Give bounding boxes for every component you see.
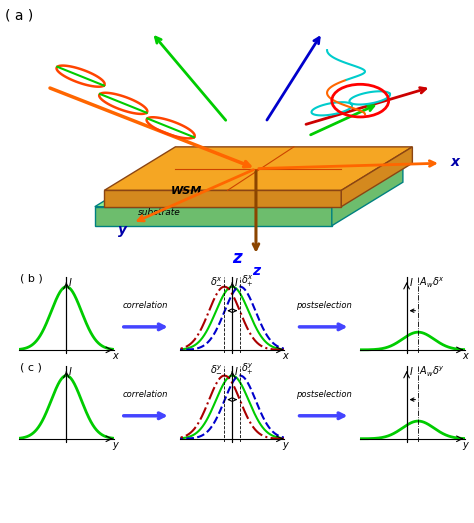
Text: postselection: postselection [296,301,351,311]
Text: $\delta_{+}^{y}$: $\delta_{+}^{y}$ [241,362,254,378]
Text: $A_w\delta^{x}$: $A_w\delta^{x}$ [419,276,445,290]
Polygon shape [104,147,412,190]
Text: y: y [118,223,128,237]
Text: y: y [462,440,468,450]
Text: ( c ): ( c ) [20,362,42,372]
Text: $I$: $I$ [68,365,73,377]
Text: x: x [462,351,468,361]
Text: $\delta_{+}^{x}$: $\delta_{+}^{x}$ [241,273,254,289]
Text: substrate: substrate [137,208,180,217]
Text: $I$: $I$ [409,365,413,377]
Text: z: z [232,248,242,267]
Text: WSM: WSM [171,187,202,197]
Text: $A_w\delta^{y}$: $A_w\delta^{y}$ [419,365,445,379]
Text: postselection: postselection [296,390,351,400]
Text: $I$: $I$ [68,276,73,288]
Text: x: x [112,351,118,361]
Text: $I$: $I$ [409,276,413,288]
Text: x: x [283,351,288,361]
Polygon shape [332,163,403,226]
Text: $I$: $I$ [234,276,239,288]
Text: ( a ): ( a ) [5,8,33,22]
Text: z: z [252,264,260,278]
Text: $I$: $I$ [234,365,239,377]
Text: correlation: correlation [123,301,168,311]
Polygon shape [95,163,403,207]
Polygon shape [104,190,341,207]
Text: ( b ): ( b ) [20,274,43,283]
Text: y: y [112,440,118,450]
Text: $\delta_{-}^{x}$: $\delta_{-}^{x}$ [210,275,223,287]
Text: correlation: correlation [123,390,168,400]
Text: x: x [450,155,459,169]
Text: $\delta_{-}^{y}$: $\delta_{-}^{y}$ [210,364,223,376]
Text: y: y [283,440,288,450]
Polygon shape [95,207,332,226]
Polygon shape [341,147,412,207]
